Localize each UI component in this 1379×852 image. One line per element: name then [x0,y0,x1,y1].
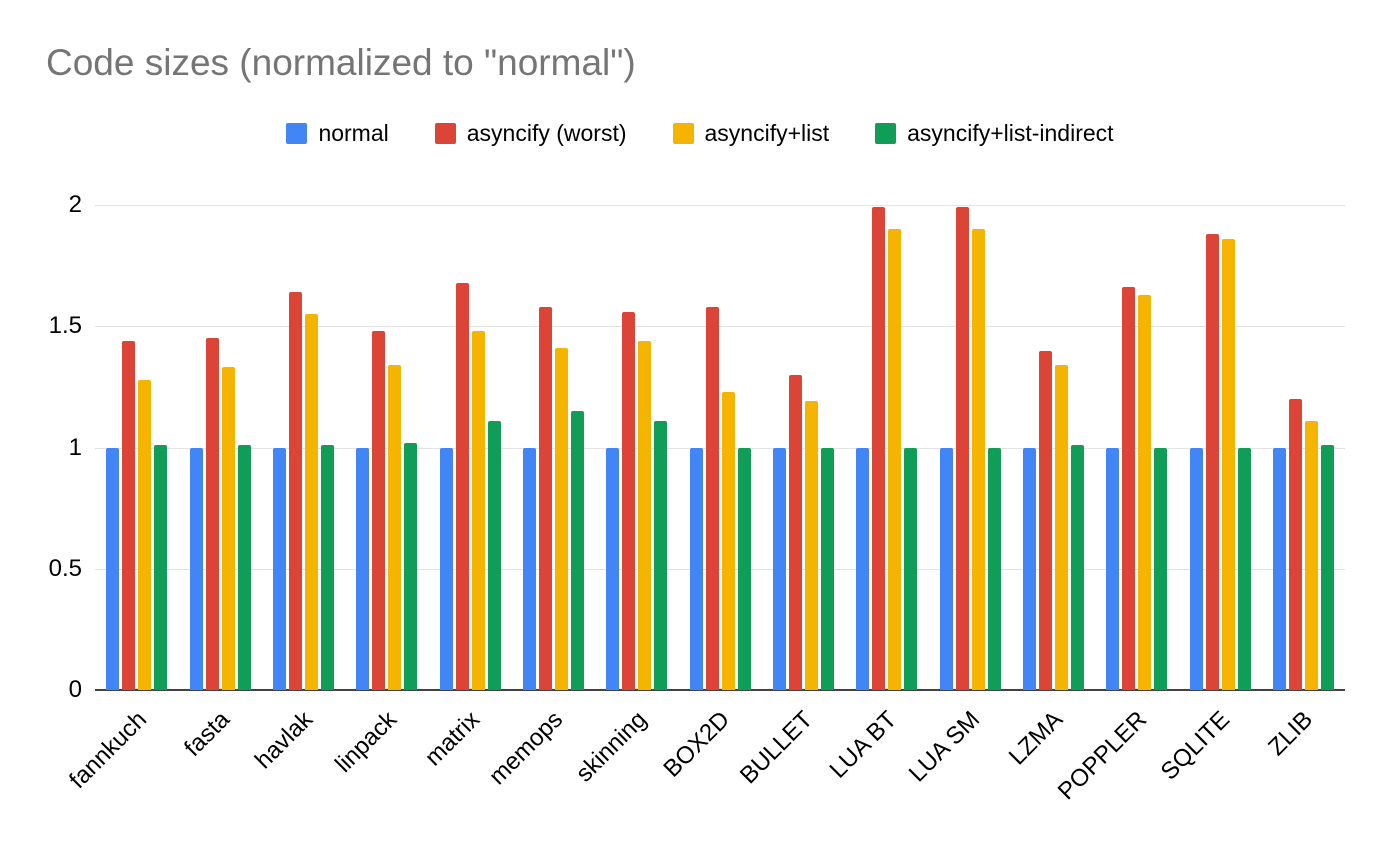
legend-swatch-normal [286,123,308,144]
bar-asyncify-list-memops [554,348,568,690]
bar-asyncify-worst-memops [538,306,552,690]
bar-asyncify-worst-fasta [205,338,219,690]
bar-normal-memops [522,447,536,690]
bar-normal-zlib [1272,447,1286,690]
bar-asyncify-list-indirect-linpack [404,442,418,690]
bar-asyncify-list-box2d [721,391,735,690]
bar-asyncify-worst-lua-bt [872,207,886,690]
bar-normal-skinning [606,447,620,690]
legend-item-normal: normal [286,120,389,147]
bar-asyncify-worst-matrix [455,282,469,690]
bar-asyncify-worst-sqlite [1205,234,1219,690]
bar-asyncify-worst-skinning [622,311,636,690]
legend-label: normal [318,120,389,146]
bar-asyncify-list-lzma [1054,365,1068,690]
legend-item-asyncify-list: asyncify+list [672,120,830,147]
bar-asyncify-list-indirect-skinning [654,420,668,690]
bar-asyncify-list-indirect-memops [570,411,584,690]
bar-asyncify-list-indirect-fasta [237,445,251,690]
bar-asyncify-list-indirect-poppler [1154,447,1168,690]
bar-asyncify-worst-havlak [288,292,302,690]
legend-label: asyncify (worst) [466,120,627,146]
y-tick-label: 0.5 [48,554,82,582]
y-axis-labels: 0 0.5 1 1.5 2 [0,191,82,703]
legend-swatch-asyncify-list-indirect [875,123,897,144]
legend-item-asyncify-worst: asyncify (worst) [434,120,627,147]
bar-asyncify-list-linpack [388,365,402,690]
legend-swatch-asyncify-list [672,123,694,144]
y-tick-label: 0 [68,676,82,703]
bar-normal-lua-sm [939,447,953,690]
bar-asyncify-worst-zlib [1288,399,1302,690]
legend-label: asyncify+list-indirect [907,120,1114,146]
plot-area [95,205,1345,691]
y-tick-label: 2 [68,191,82,218]
bar-asyncify-list-indirect-bullet [820,447,834,690]
legend-swatch-asyncify-worst [434,123,456,144]
bar-asyncify-list-sqlite [1221,238,1235,690]
gridline-1 [95,447,1345,449]
bar-asyncify-list-zlib [1304,420,1318,690]
bar-asyncify-list-fannkuch [138,379,152,690]
bar-normal-fannkuch [106,447,120,690]
bar-asyncify-list-fasta [221,367,235,690]
bar-asyncify-worst-lzma [1038,350,1052,690]
y-tick-label: 1.5 [48,312,82,340]
gridline-0.5 [95,568,1345,570]
bar-normal-fasta [189,447,203,690]
bar-asyncify-worst-fannkuch [122,340,136,690]
bar-asyncify-worst-lua-sm [955,207,969,690]
bar-asyncify-list-bullet [804,401,818,690]
y-tick-label: 1 [68,433,82,461]
bar-asyncify-list-lua-bt [888,229,902,690]
x-axis-labels: fannkuch fasta havlak linpack matrix memops sk… [64,690,1345,852]
bar-asyncify-list-skinning [638,340,652,690]
legend-label: asyncify+list [704,120,830,146]
bar-normal-havlak [272,447,286,690]
bar-normal-lzma [1022,447,1036,690]
bar-normal-sqlite [1189,447,1203,690]
bar-asyncify-list-lua-sm [971,229,985,690]
bar-asyncify-list-indirect-lua-bt [904,447,918,690]
bar-asyncify-worst-linpack [372,331,386,690]
bar-asyncify-worst-box2d [705,306,719,690]
bar-asyncify-list-indirect-fannkuch [154,445,168,690]
bar-normal-matrix [439,447,453,690]
gridline-1.5 [95,326,1345,328]
bar-asyncify-list-indirect-lua-sm [987,447,1001,690]
bar-asyncify-list-matrix [471,331,485,690]
bar-asyncify-list-indirect-lzma [1070,445,1084,690]
bar-normal-box2d [689,447,703,690]
bar-asyncify-list-indirect-havlak [320,445,334,690]
bar-asyncify-list-indirect-box2d [737,447,751,690]
bar-asyncify-worst-bullet [788,374,802,690]
bar-normal-bullet [772,447,786,690]
legend-item-asyncify-list-indirect: asyncify+list-indirect [875,120,1114,147]
bar-normal-lua-bt [856,447,870,690]
bar-asyncify-list-poppler [1138,294,1152,690]
bar-asyncify-list-havlak [304,314,318,690]
bar-asyncify-list-indirect-matrix [487,420,501,690]
legend: normal asyncify (worst) asyncify+list async… [60,120,1340,147]
bar-normal-poppler [1106,447,1120,690]
bar-normal-linpack [356,447,370,690]
chart-title: Code sizes (normalized to "normal") [46,42,636,83]
bar-asyncify-worst-poppler [1122,287,1136,690]
gridline-2 [95,205,1345,206]
bar-asyncify-list-indirect-sqlite [1237,447,1251,690]
bar-asyncify-list-indirect-zlib [1320,445,1334,690]
x-axis-baseline [95,689,1345,691]
